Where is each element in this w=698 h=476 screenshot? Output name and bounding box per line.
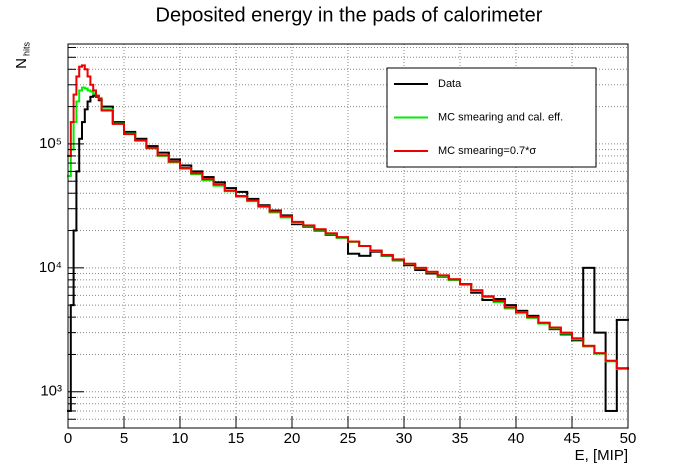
x-tick-label: 5 xyxy=(120,430,128,447)
x-tick-label: 20 xyxy=(284,430,301,447)
y-axis-label-main: N xyxy=(13,58,30,69)
legend: Data MC smearing and cal. eff. MC smearing… xyxy=(386,67,597,168)
x-tick-label: 40 xyxy=(508,430,525,447)
legend-label: MC smearing=0.7*σ xyxy=(438,145,536,157)
x-tick-label: 45 xyxy=(564,430,581,447)
legend-label: Data xyxy=(438,78,462,90)
grid xyxy=(67,44,629,428)
legend-label: MC smearing and cal. eff. xyxy=(438,111,563,123)
y-tick-label: 10⁵ xyxy=(39,135,62,152)
x-tick-label: 0 xyxy=(64,430,72,447)
x-tick-label: 35 xyxy=(452,430,469,447)
y-tick-label: 10⁴ xyxy=(39,259,62,276)
x-tick-label: 30 xyxy=(396,430,413,447)
x-axis-label: E, [MIP] xyxy=(575,447,628,464)
x-tick-label: 25 xyxy=(340,430,357,447)
y-tick-label: 10³ xyxy=(40,383,62,400)
y-axis-label-sub: hits xyxy=(21,41,31,56)
x-tick-label: 10 xyxy=(172,430,189,447)
x-tick-label: 50 xyxy=(620,430,637,447)
x-tick-label: 15 xyxy=(228,430,245,447)
y-axis-label: N hits xyxy=(13,41,31,68)
histogram-step-riser xyxy=(69,65,618,369)
chart-title: Deposited energy in the pads of calorime… xyxy=(156,4,543,26)
